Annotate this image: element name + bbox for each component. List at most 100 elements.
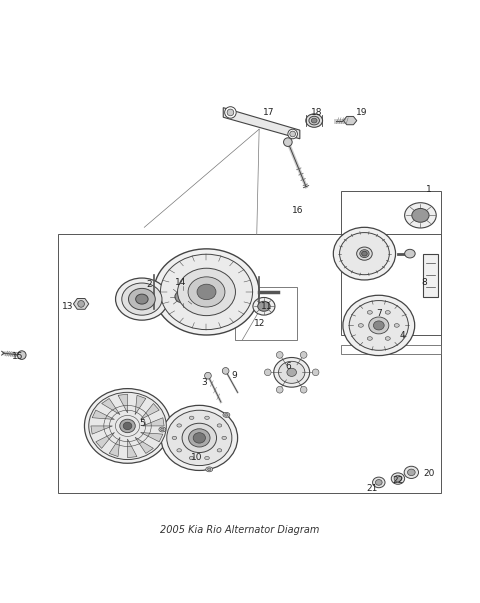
Ellipse shape [394, 324, 399, 327]
Text: 18: 18 [311, 108, 323, 117]
Circle shape [284, 138, 292, 147]
Ellipse shape [206, 467, 213, 472]
Text: 19: 19 [356, 108, 368, 117]
Ellipse shape [197, 284, 216, 300]
Ellipse shape [349, 300, 408, 350]
Ellipse shape [182, 423, 216, 452]
Text: 11: 11 [261, 302, 272, 311]
Text: 9: 9 [231, 371, 237, 380]
Bar [235, 287, 298, 339]
Ellipse shape [193, 433, 205, 443]
Ellipse shape [223, 412, 230, 417]
Text: 16: 16 [292, 206, 303, 215]
Polygon shape [96, 432, 114, 449]
Text: 1: 1 [426, 185, 432, 194]
Ellipse shape [274, 358, 310, 387]
Ellipse shape [394, 475, 402, 482]
Ellipse shape [175, 291, 190, 303]
Ellipse shape [309, 116, 320, 125]
Ellipse shape [375, 479, 382, 485]
Ellipse shape [120, 419, 135, 433]
Text: 13: 13 [62, 302, 73, 311]
Circle shape [290, 131, 296, 137]
Ellipse shape [405, 203, 436, 228]
Ellipse shape [161, 428, 164, 431]
Ellipse shape [367, 311, 372, 314]
Text: 2: 2 [146, 280, 152, 289]
Circle shape [276, 352, 283, 358]
Ellipse shape [404, 466, 419, 478]
Ellipse shape [189, 416, 194, 420]
Circle shape [227, 109, 234, 116]
Ellipse shape [408, 469, 415, 476]
Text: 6: 6 [285, 362, 291, 371]
Text: 8: 8 [421, 278, 427, 287]
Polygon shape [128, 439, 137, 458]
Ellipse shape [177, 424, 181, 427]
Text: 22: 22 [392, 476, 404, 485]
Ellipse shape [258, 302, 270, 311]
Polygon shape [135, 396, 146, 415]
Text: 17: 17 [263, 108, 275, 117]
Polygon shape [92, 410, 114, 420]
Text: 5: 5 [139, 419, 145, 428]
Ellipse shape [189, 456, 194, 459]
Polygon shape [141, 432, 163, 442]
Ellipse shape [405, 249, 415, 258]
Ellipse shape [222, 437, 227, 440]
Polygon shape [143, 418, 164, 426]
Ellipse shape [373, 321, 384, 330]
Ellipse shape [253, 297, 275, 315]
Ellipse shape [306, 114, 323, 127]
Ellipse shape [178, 268, 236, 315]
Ellipse shape [287, 368, 297, 376]
Ellipse shape [225, 414, 228, 416]
Circle shape [312, 369, 319, 376]
Bar [423, 254, 438, 297]
Ellipse shape [188, 277, 225, 307]
Ellipse shape [333, 227, 396, 280]
Polygon shape [91, 426, 112, 434]
Ellipse shape [360, 250, 369, 257]
Circle shape [204, 372, 211, 379]
Bar [340, 344, 441, 354]
Ellipse shape [167, 410, 232, 466]
Ellipse shape [217, 424, 222, 427]
Polygon shape [73, 298, 89, 309]
Ellipse shape [339, 233, 389, 275]
Ellipse shape [369, 317, 389, 334]
Polygon shape [118, 394, 128, 413]
Polygon shape [141, 403, 159, 420]
Polygon shape [135, 437, 154, 453]
Text: 3: 3 [201, 378, 207, 387]
Ellipse shape [161, 405, 238, 470]
Text: 10: 10 [191, 452, 203, 461]
Text: 20: 20 [423, 469, 435, 478]
Ellipse shape [207, 468, 211, 471]
Ellipse shape [159, 427, 166, 432]
Ellipse shape [391, 473, 405, 484]
Ellipse shape [122, 283, 162, 315]
Ellipse shape [412, 209, 429, 223]
Ellipse shape [278, 361, 305, 384]
Bar [58, 235, 441, 493]
Circle shape [78, 300, 84, 308]
Ellipse shape [123, 422, 132, 430]
Ellipse shape [385, 336, 390, 340]
Ellipse shape [154, 249, 259, 335]
Text: 7: 7 [376, 309, 382, 318]
Ellipse shape [217, 449, 222, 452]
Text: 15: 15 [12, 352, 23, 361]
Circle shape [300, 387, 307, 393]
Ellipse shape [129, 288, 156, 310]
Ellipse shape [385, 311, 390, 314]
Ellipse shape [177, 449, 181, 452]
Text: 4: 4 [400, 330, 406, 339]
Circle shape [288, 129, 298, 139]
Circle shape [300, 352, 307, 358]
Ellipse shape [367, 336, 372, 340]
Circle shape [276, 387, 283, 393]
Text: 2005 Kia Rio Alternator Diagram: 2005 Kia Rio Alternator Diagram [160, 525, 320, 535]
Ellipse shape [84, 388, 170, 463]
Polygon shape [223, 108, 300, 139]
